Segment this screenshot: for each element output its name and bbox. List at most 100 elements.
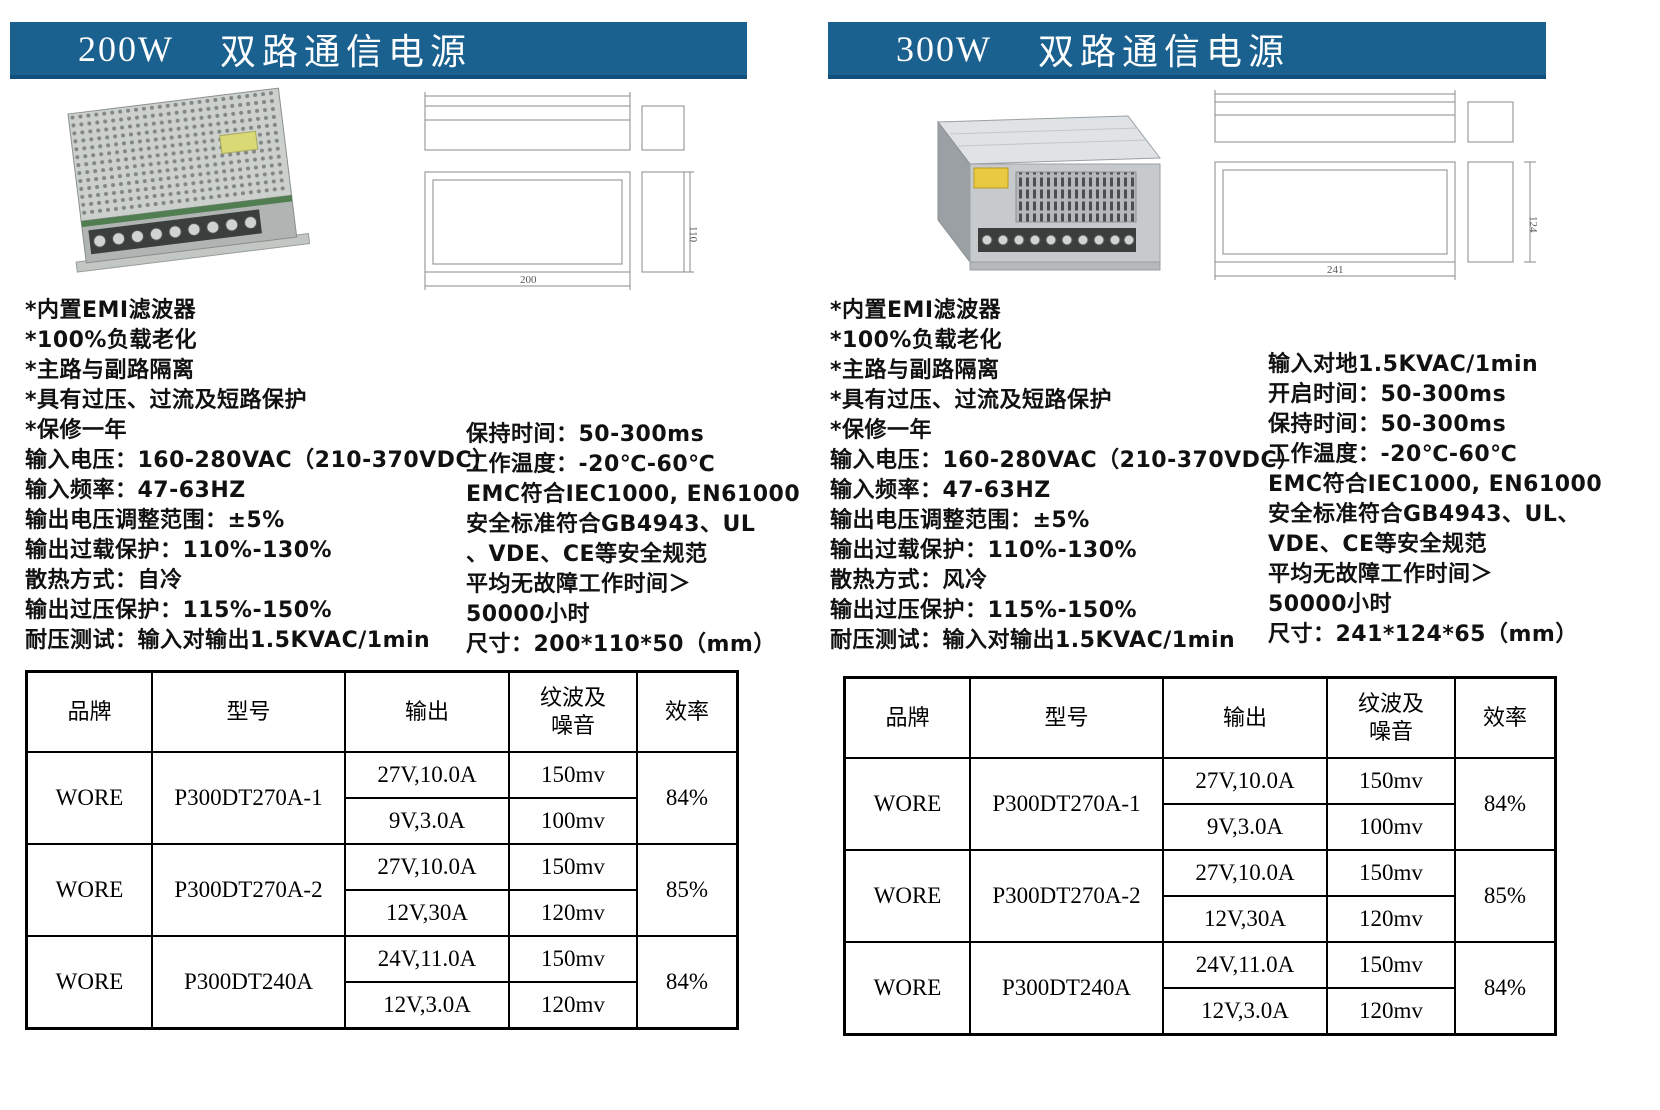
spec-line: 工作温度：-20℃-60℃ (1268, 442, 1518, 467)
dim-height-label: 110 (687, 226, 699, 243)
feature-spec-list-300w: *内置EMI滤波器 *100%负载老化 *主路与副路隔离 *具有过压、过流及短路… (830, 296, 1300, 656)
cell-efficiency: 84% (637, 752, 737, 844)
cell-ripple: 150mv (1327, 942, 1455, 988)
cell-model: P300DT270A-2 (970, 850, 1163, 942)
header-power-rating: 200W (78, 28, 174, 69)
cell-brand: WORE (27, 936, 152, 1028)
cell-brand: WORE (27, 844, 152, 936)
spec-line: 输出过压保护：115%-150% (25, 598, 333, 623)
cell-ripple: 150mv (1327, 850, 1455, 896)
spec-line: 散热方式：自冷 (25, 568, 183, 593)
section-header-300w: 300W 双路通信电源 (828, 22, 1546, 79)
feature-line: *具有过压、过流及短路保护 (830, 388, 1113, 413)
spec-line: 输出电压调整范围：±5% (25, 508, 285, 533)
product-photo-300w (937, 115, 1161, 271)
cell-ripple: 150mv (509, 752, 637, 798)
spec-list-right-200w: 保持时间：50-300ms 工作温度：-20℃-60℃ EMC符合IEC1000… (466, 420, 800, 660)
spec-line: 工作温度：-20℃-60℃ (466, 452, 716, 477)
cell-efficiency: 84% (1455, 758, 1555, 850)
label-sticker (973, 167, 1009, 189)
col-header-ripple: 纹波及 噪音 (1327, 678, 1455, 758)
col-header-model: 型号 (152, 672, 345, 752)
feature-line: *主路与副路隔离 (25, 358, 195, 383)
col-header-output: 输出 (345, 672, 509, 752)
cell-model: P300DT270A-2 (152, 844, 345, 936)
col-header-model: 型号 (970, 678, 1163, 758)
spec-line: 平均无故障工作时间＞ (1268, 562, 1494, 587)
cell-model: P300DT270A-1 (152, 752, 345, 844)
cell-efficiency: 84% (1455, 942, 1555, 1034)
cell-output: 12V,30A (1163, 896, 1327, 942)
feature-line: *100%负载老化 (25, 328, 197, 353)
cell-ripple: 120mv (1327, 988, 1455, 1034)
cell-brand: WORE (845, 758, 970, 850)
cell-ripple: 150mv (509, 844, 637, 890)
spec-line: 安全标准符合GB4943、UL (466, 512, 756, 537)
feature-line: *内置EMI滤波器 (830, 298, 1002, 323)
product-photo-200w (67, 87, 311, 273)
feature-line: *保修一年 (25, 418, 128, 443)
cell-ripple: 150mv (1327, 758, 1455, 804)
spec-line: 保持时间：50-300ms (1268, 412, 1507, 437)
spec-line: 尺寸：241*124*65（mm） (1268, 622, 1578, 647)
col-header-ripple: 纹波及 噪音 (509, 672, 637, 752)
spec-line: 输出过载保护：110%-130% (830, 538, 1138, 563)
cell-output: 9V,3.0A (345, 798, 509, 844)
cell-output: 27V,10.0A (345, 844, 509, 890)
spec-line: VDE、CE等安全规范 (1268, 532, 1487, 557)
spec-line: 输入频率：47-63HZ (25, 478, 246, 503)
cell-ripple: 100mv (1327, 804, 1455, 850)
cell-brand: WORE (845, 850, 970, 942)
spec-line: 保持时间：50-300ms (466, 422, 705, 447)
col-header-efficiency: 效率 (1455, 678, 1555, 758)
cell-efficiency: 85% (637, 844, 737, 936)
cell-output: 24V,11.0A (1163, 942, 1327, 988)
spec-line: 输出过载保护：110%-130% (25, 538, 333, 563)
cell-efficiency: 85% (1455, 850, 1555, 942)
cell-output: 12V,3.0A (345, 982, 509, 1028)
spec-list-right-300w: 输入对地1.5KVAC/1min 开启时间：50-300ms 保持时间：50-3… (1268, 350, 1602, 650)
col-header-efficiency: 效率 (637, 672, 737, 752)
spec-line: 输出过压保护：115%-150% (830, 598, 1138, 623)
cell-ripple: 100mv (509, 798, 637, 844)
spec-line: 耐压测试：输入对输出1.5KVAC/1min (25, 628, 431, 653)
dimension-drawing-200w: 200 110 (424, 92, 699, 290)
cell-model: P300DT270A-1 (970, 758, 1163, 850)
cell-output: 27V,10.0A (1163, 758, 1327, 804)
spec-line: 散热方式：风冷 (830, 568, 988, 593)
dim-height-label: 124 (1527, 216, 1539, 233)
col-header-brand: 品牌 (845, 678, 970, 758)
feature-line: *内置EMI滤波器 (25, 298, 197, 323)
spec-table-300w: 品牌 型号 输出 纹波及 噪音 效率 WORE P300DT270A-1 27V… (843, 676, 1557, 1036)
spec-line: 平均无故障工作时间＞ (466, 572, 692, 597)
spec-line: 安全标准符合GB4943、UL、 (1268, 502, 1580, 527)
cell-efficiency: 84% (637, 936, 737, 1028)
spec-line: 输入频率：47-63HZ (830, 478, 1051, 503)
feature-line: *保修一年 (830, 418, 933, 443)
dimension-drawing-300w: 241 124 (1214, 90, 1539, 280)
spec-line: 、VDE、CE等安全规范 (466, 542, 708, 567)
feature-line: *具有过压、过流及短路保护 (25, 388, 308, 413)
spec-line: 50000小时 (1268, 592, 1393, 617)
spec-line: 输入对地1.5KVAC/1min (1268, 352, 1539, 377)
cell-ripple: 120mv (1327, 896, 1455, 942)
cell-model: P300DT240A (152, 936, 345, 1028)
spec-line: 尺寸：200*110*50（mm） (466, 632, 776, 657)
col-header-brand: 品牌 (27, 672, 152, 752)
spec-line: 输入电压：160-280VAC（210-370VDC） (830, 448, 1300, 473)
spec-line: EMC符合IEC1000, EN61000 (1268, 472, 1603, 497)
cell-output: 24V,11.0A (345, 936, 509, 982)
spec-line: 开启时间：50-300ms (1268, 382, 1507, 407)
header-product-name: 双路通信电源 (219, 31, 472, 72)
label-sticker (219, 130, 259, 155)
spec-line: 输入电压：160-280VAC（210-370VDC） (25, 448, 495, 473)
cell-ripple: 150mv (509, 936, 637, 982)
cell-brand: WORE (27, 752, 152, 844)
cell-ripple: 120mv (509, 890, 637, 936)
dim-width-label: 241 (1327, 264, 1344, 276)
header-product-name: 双路通信电源 (1037, 31, 1290, 72)
spec-line: 耐压测试：输入对输出1.5KVAC/1min (830, 628, 1236, 653)
spec-line: 输出电压调整范围：±5% (830, 508, 1090, 533)
cell-output: 27V,10.0A (345, 752, 509, 798)
